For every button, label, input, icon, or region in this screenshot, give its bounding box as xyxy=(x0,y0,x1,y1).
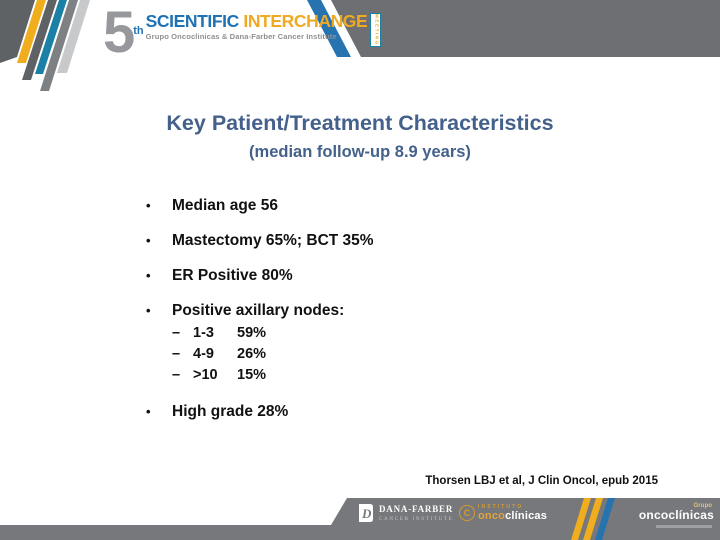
footer-stripe-blue xyxy=(595,498,615,540)
bullet-list: • Median age 56 • Mastectomy 65%; BCT 35… xyxy=(146,196,616,437)
meeting-badge: MEETING xyxy=(370,13,382,47)
bullet-mastectomy: • Mastectomy 65%; BCT 35% xyxy=(146,231,616,250)
bullet-axillary-content: Positive axillary nodes: – 1-3 59% – 4-9… xyxy=(172,301,344,386)
stripe-darkgray-left xyxy=(22,0,57,80)
logo-number: 5th xyxy=(103,0,144,65)
bullet-high-grade: • High grade 28% xyxy=(146,402,616,421)
bullet-marker: • xyxy=(146,303,151,318)
logo-title-scientific: SCIENTIFIC xyxy=(145,11,240,31)
instituto-brand-gold: onco xyxy=(478,510,506,522)
stripe-teal-left xyxy=(35,0,67,74)
bullet-marker: • xyxy=(146,404,151,419)
node-range: >10 xyxy=(193,367,218,383)
dana-farber-logo: D DANA-FARBER CANCER INSTITUTE xyxy=(358,503,453,523)
bullet-text: Positive axillary nodes: xyxy=(172,302,345,319)
stripe-yellow-left xyxy=(17,0,46,63)
dash-marker: – xyxy=(172,346,181,362)
node-range: 4-9 xyxy=(193,346,214,362)
node-row-1-3: – 1-3 59% xyxy=(172,323,344,344)
instituto-wordmark: INSTITUTO oncoclínicas xyxy=(478,504,547,522)
bullet-text: ER Positive 80% xyxy=(172,267,293,284)
logo-subtitle: Grupo Oncoclinicas & Dana-Farber Cancer … xyxy=(145,32,337,41)
dana-farber-name: DANA-FARBER xyxy=(379,504,454,514)
instituto-label: INSTITUTO xyxy=(478,504,524,510)
instituto-oncoclinicas-logo: C INSTITUTO oncoclínicas xyxy=(459,504,547,522)
bullet-axillary-nodes: • Positive axillary nodes: – 1-3 59% – 4… xyxy=(146,301,616,386)
instituto-brand: oncoclínicas xyxy=(478,510,547,522)
stripe-midgray-left xyxy=(40,0,78,91)
node-row-4-9: – 4-9 26% xyxy=(172,344,344,365)
citation: Thorsen LBJ et al, J Clin Oncol, epub 20… xyxy=(425,475,658,487)
instituto-brand-white: clínicas xyxy=(505,510,548,522)
corner-wedge xyxy=(0,0,35,63)
corner-block-right xyxy=(331,0,720,57)
node-range: 1-3 xyxy=(193,325,214,341)
node-percent: 59% xyxy=(237,325,267,341)
bullet-text: High grade 28% xyxy=(172,403,289,420)
bullet-marker: • xyxy=(146,233,151,248)
footer-stripe-yellow-1 xyxy=(571,498,591,540)
bullet-marker: • xyxy=(146,198,151,213)
instituto-emblem-icon: C xyxy=(459,505,475,521)
bullet-text: Mastectomy 65%; BCT 35% xyxy=(172,232,374,249)
grupo-brand: oncoclínicas xyxy=(638,508,714,522)
stripe-blue-right xyxy=(307,0,351,57)
dash-marker: – xyxy=(172,325,181,341)
bullet-marker: • xyxy=(146,268,151,283)
logo-ordinal: th xyxy=(133,25,144,37)
header-decoration xyxy=(0,0,720,91)
dana-farber-shield-icon: D xyxy=(359,504,373,522)
slide-title: Key Patient/Treatment Characteristics xyxy=(166,111,554,135)
node-row-gt10: – >10 15% xyxy=(172,365,344,386)
node-percent: 26% xyxy=(237,346,267,362)
grupo-label: Grupo xyxy=(693,502,712,509)
bullet-er-positive: • ER Positive 80% xyxy=(146,266,616,285)
bullet-text: Median age 56 xyxy=(172,197,278,214)
slide-subtitle: (median follow-up 8.9 years) xyxy=(249,143,471,161)
grupo-tagline-text xyxy=(656,525,712,528)
stripe-lightgray-left xyxy=(57,0,90,73)
grupo-oncoclinicas-logo: Grupo oncoclínicas xyxy=(634,502,714,528)
dash-marker: – xyxy=(172,367,181,383)
logo-wordmark: SCIENTIFIC INTERCHANGE Grupo Oncoclinica… xyxy=(146,12,368,41)
event-logo: 5th SCIENTIFIC INTERCHANGE Grupo Oncocli… xyxy=(103,0,382,65)
dana-farber-wordmark: DANA-FARBER CANCER INSTITUTE xyxy=(379,504,453,522)
svg-text:D: D xyxy=(361,506,372,521)
footer-stripe-yellow-2 xyxy=(583,498,603,540)
bullet-median-age: • Median age 56 xyxy=(146,196,616,215)
logo-title: SCIENTIFIC INTERCHANGE xyxy=(146,12,368,30)
node-percent: 15% xyxy=(237,367,267,383)
logo-title-interchange: INTERCHANGE xyxy=(243,11,368,31)
dana-farber-sub: CANCER INSTITUTE xyxy=(379,516,454,522)
node-breakdown-list: – 1-3 59% – 4-9 26% – >10 15% xyxy=(172,323,344,386)
